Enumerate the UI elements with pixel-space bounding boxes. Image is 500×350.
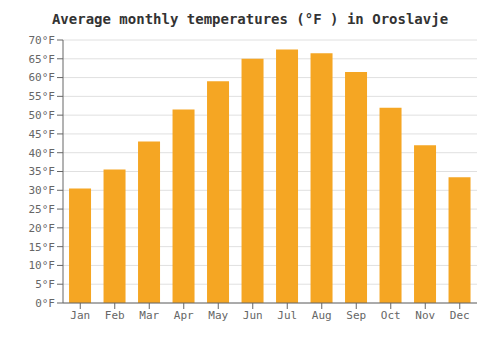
- svg-text:Jan: Jan: [70, 309, 90, 322]
- svg-text:5°F: 5°F: [35, 278, 55, 291]
- svg-text:60°F: 60°F: [29, 71, 56, 84]
- svg-text:40°F: 40°F: [29, 147, 56, 160]
- svg-text:10°F: 10°F: [29, 259, 56, 272]
- svg-text:Nov: Nov: [415, 309, 435, 322]
- svg-text:Jun: Jun: [243, 309, 263, 322]
- svg-text:45°F: 45°F: [29, 128, 56, 141]
- svg-text:Aug: Aug: [312, 309, 332, 322]
- svg-text:25°F: 25°F: [29, 203, 56, 216]
- svg-text:Oct: Oct: [381, 309, 401, 322]
- svg-text:Apr: Apr: [174, 309, 194, 322]
- svg-text:30°F: 30°F: [29, 184, 56, 197]
- svg-text:Feb: Feb: [105, 309, 125, 322]
- svg-text:35°F: 35°F: [29, 165, 56, 178]
- svg-text:May: May: [208, 309, 228, 322]
- svg-text:20°F: 20°F: [29, 222, 56, 235]
- html-text:Average monthly temperatures (: Average monthly temperatures (°F ) in Or…: [51, 11, 449, 27]
- svg-text:Jul: Jul: [277, 309, 297, 322]
- svg-text:65°F: 65°F: [29, 53, 56, 66]
- svg-text:70°F: 70°F: [29, 34, 56, 47]
- svg-text:55°F: 55°F: [29, 90, 56, 103]
- svg-text:Mar: Mar: [139, 309, 159, 322]
- svg-text:50°F: 50°F: [29, 109, 56, 122]
- svg-text:Dec: Dec: [450, 309, 470, 322]
- svg-text:0°F: 0°F: [35, 297, 55, 310]
- svg-text:Sep: Sep: [346, 309, 366, 322]
- svg-text:15°F: 15°F: [29, 241, 56, 254]
